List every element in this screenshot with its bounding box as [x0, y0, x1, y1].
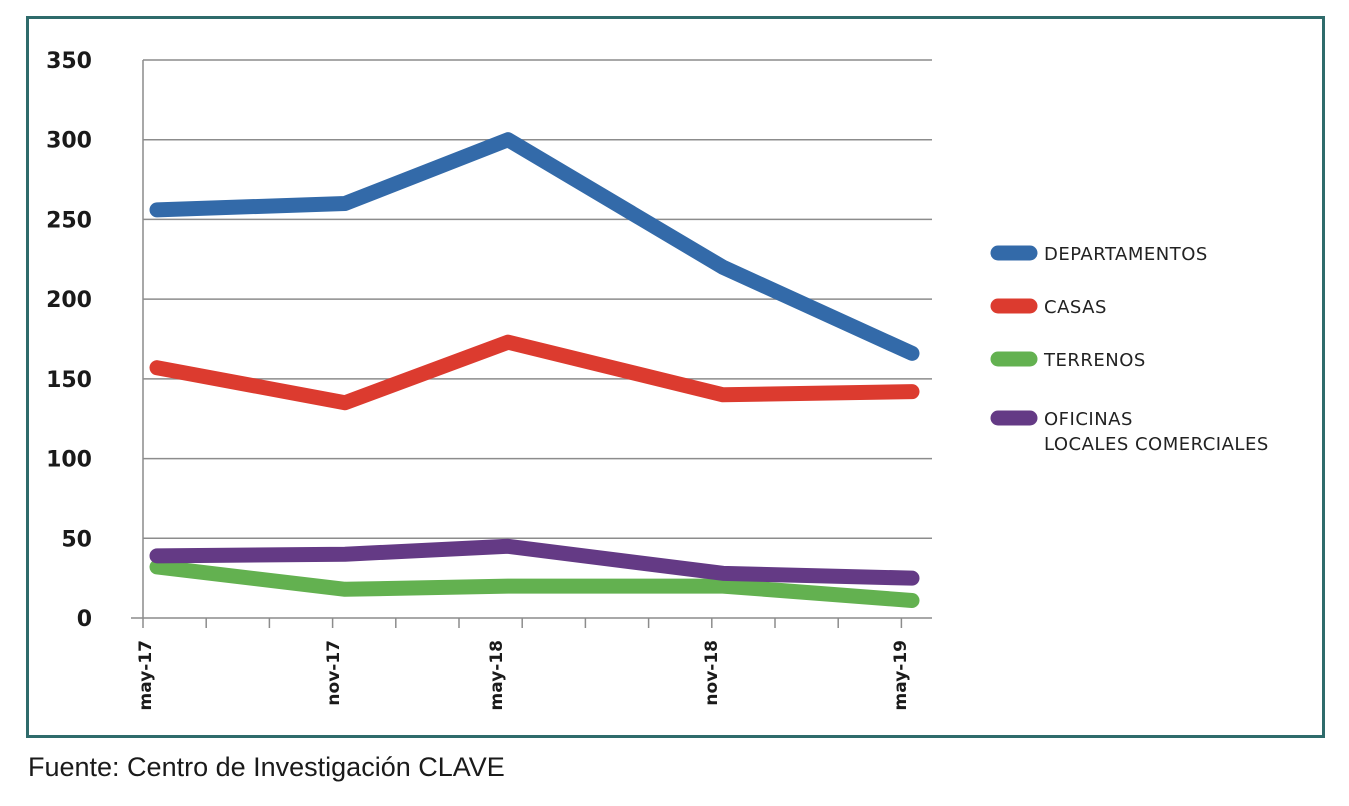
legend-label: DEPARTAMENTOS [1044, 244, 1208, 265]
x-tick-label: may-17 [136, 640, 156, 710]
x-tick-label: may-19 [891, 640, 911, 710]
source-caption: Fuente: Centro de Investigación CLAVE [28, 752, 505, 782]
legend: DEPARTAMENTOS CASAS TERRENOS OFICINAS LOCALE… [990, 244, 1269, 455]
gridlines [143, 59, 932, 540]
legend-label: LOCALES COMERCIALES [1044, 434, 1269, 455]
x-axis-ticks: may-17 nov-17 may-18 nov-18 may-19 [136, 640, 911, 710]
legend-label: CASAS [1044, 297, 1107, 318]
y-tick-label: 250 [46, 208, 92, 233]
x-tick-label: nov-18 [702, 640, 722, 706]
axes [131, 60, 932, 628]
y-tick-label: 300 [46, 129, 92, 154]
x-tick-label: nov-17 [324, 640, 344, 706]
y-tick-label: 200 [46, 288, 92, 313]
series-line-departamentos [149, 132, 920, 361]
y-tick-label: 350 [46, 49, 92, 74]
series-lines [149, 132, 920, 608]
y-tick-label: 150 [46, 368, 92, 393]
series-line-terrenos [149, 559, 920, 608]
legend-label: OFICINAS [1044, 409, 1133, 430]
y-tick-label: 0 [77, 607, 92, 632]
y-axis-ticks: 0 50 100 150 200 250 300 350 [46, 49, 92, 632]
series-line-oficinas [149, 538, 920, 586]
y-tick-label: 100 [46, 448, 92, 473]
legend-label: TERRENOS [1043, 350, 1146, 371]
y-tick-label: 50 [61, 527, 92, 552]
x-tick-label: may-18 [487, 640, 507, 710]
series-line-casas [149, 334, 920, 411]
